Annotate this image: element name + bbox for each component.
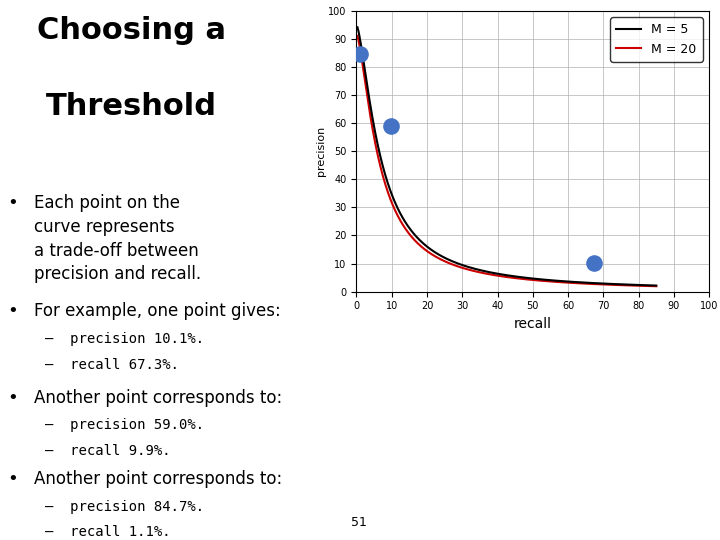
Text: –  recall 67.3%.: – recall 67.3%. <box>45 358 179 372</box>
Text: For example, one point gives:: For example, one point gives: <box>34 302 281 320</box>
X-axis label: recall: recall <box>514 317 552 331</box>
Text: •: • <box>7 470 18 488</box>
Text: –  precision 59.0%.: – precision 59.0%. <box>45 418 204 433</box>
Text: •: • <box>7 389 18 407</box>
Point <box>588 259 600 267</box>
Text: Choosing a: Choosing a <box>37 16 225 45</box>
Text: Another point corresponds to:: Another point corresponds to: <box>34 389 282 407</box>
Text: –  precision 84.7%.: – precision 84.7%. <box>45 500 204 514</box>
Point <box>386 122 397 130</box>
Point <box>354 50 366 58</box>
Text: –  recall 1.1%.: – recall 1.1%. <box>45 525 171 539</box>
Text: –  recall 9.9%.: – recall 9.9%. <box>45 444 171 458</box>
Y-axis label: precision: precision <box>315 126 325 177</box>
Text: •: • <box>7 302 18 320</box>
Text: –  precision 10.1%.: – precision 10.1%. <box>45 332 204 346</box>
Legend: M = 5, M = 20: M = 5, M = 20 <box>611 17 703 62</box>
Text: 51: 51 <box>351 516 367 529</box>
Text: Another point corresponds to:: Another point corresponds to: <box>34 470 282 488</box>
Text: •: • <box>7 194 18 212</box>
Text: Threshold: Threshold <box>45 92 217 121</box>
Text: Each point on the
curve represents
a trade-off between
precision and recall.: Each point on the curve represents a tra… <box>34 194 201 283</box>
